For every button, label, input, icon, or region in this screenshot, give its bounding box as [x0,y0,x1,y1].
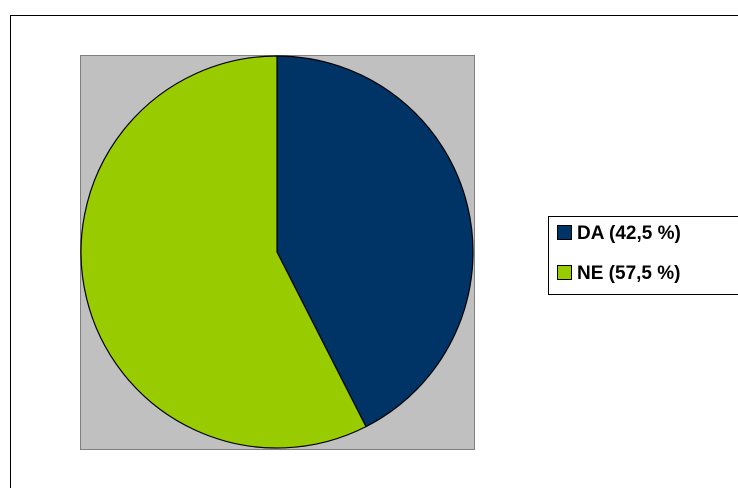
legend: DA (42,5 %) NE (57,5 %) [557,223,681,284]
legend-label: DA (42,5 %) [577,223,681,244]
pie [80,55,474,449]
pie-slice [276,55,474,428]
pie-slice [80,55,367,449]
legend-swatch [557,225,572,240]
legend-swatch [557,265,572,280]
legend-box [548,216,738,295]
legend-label: NE (57,5 %) [577,263,680,284]
